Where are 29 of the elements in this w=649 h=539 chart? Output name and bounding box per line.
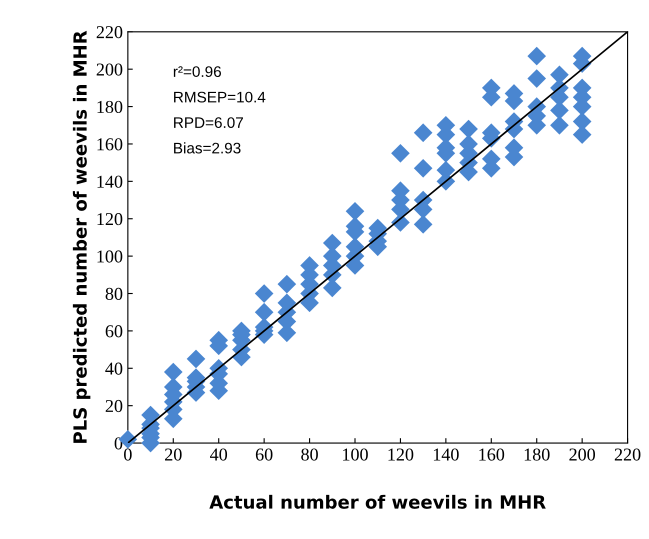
x-tick-label: 60: [256, 448, 272, 461]
x-tick-label: 0: [124, 448, 132, 461]
annotation: Bias=2.93: [174, 142, 241, 154]
x-tick-label: 80: [301, 448, 318, 461]
x-tick-label: 160: [479, 448, 504, 461]
y-tick-label: 160: [97, 138, 122, 150]
x-tick-label: 220: [614, 448, 640, 461]
y-tick-label: 200: [96, 63, 122, 76]
y-tick-label: 60: [106, 325, 122, 338]
y-tick-label: 120: [97, 212, 122, 226]
annotation: RMSEP=10.4: [174, 92, 266, 103]
y-tick-label: 180: [97, 100, 122, 114]
x-tick-label: 180: [524, 448, 550, 461]
x-tick-label: 120: [388, 448, 414, 461]
x-tick-label: 100: [343, 448, 368, 461]
y-tick-label: 40: [105, 362, 122, 375]
x-tick-label: 40: [210, 448, 228, 461]
y-axis-title: PLS predicted number of weevils in MHR: [72, 30, 90, 443]
y-tick-label: 80: [106, 288, 122, 300]
y-tick-label: 100: [97, 250, 122, 263]
y-tick-label: 220: [96, 26, 122, 38]
annotation: r²=0.96: [174, 66, 221, 78]
x-tick-label: 20: [165, 448, 182, 461]
x-tick-label: 140: [434, 448, 459, 461]
x-axis-title: Actual number of weevils in MHR: [209, 494, 546, 509]
y-tick-label: 20: [106, 400, 122, 412]
x-tick-label: 200: [569, 448, 596, 461]
y-tick-label: 140: [97, 176, 122, 188]
annotation: RPD=6.07: [174, 117, 243, 128]
